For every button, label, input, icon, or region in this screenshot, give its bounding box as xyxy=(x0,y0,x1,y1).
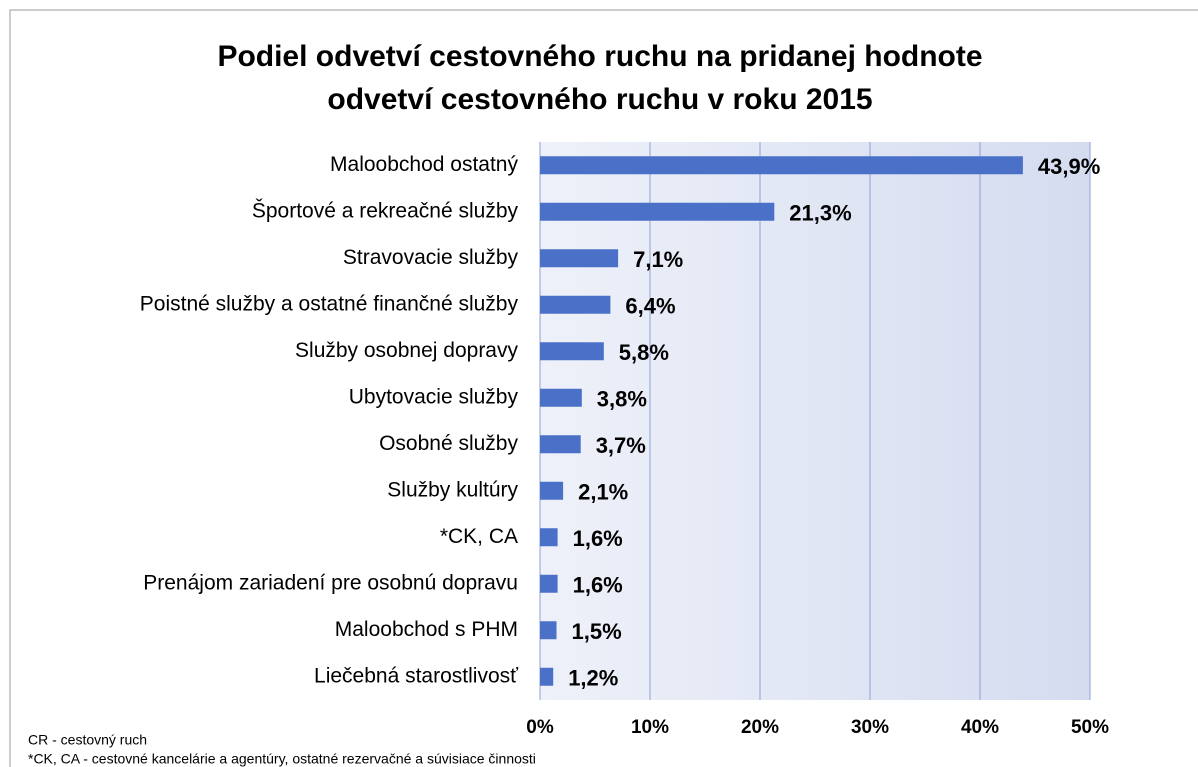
y-tick-label: Stravovacie služby xyxy=(343,246,519,269)
value-label: 21,3% xyxy=(789,201,851,226)
x-tick-label: 20% xyxy=(741,717,779,738)
value-label: 6,4% xyxy=(625,294,675,319)
frame xyxy=(9,9,1198,767)
value-label: 3,8% xyxy=(597,387,647,412)
x-tick-label: 40% xyxy=(961,717,999,738)
bar xyxy=(540,202,775,221)
bar xyxy=(540,574,558,593)
y-tick-label: Poistné služby a ostatné finančné služby xyxy=(140,292,519,315)
value-label: 43,9% xyxy=(1038,154,1100,179)
bar xyxy=(540,621,557,640)
value-label: 5,8% xyxy=(619,340,669,365)
y-tick-label: Služby osobnej dopravy xyxy=(295,339,518,362)
x-tick-label: 10% xyxy=(631,717,669,738)
x-tick-label: 0% xyxy=(526,717,554,738)
value-label: 1,6% xyxy=(573,526,623,551)
y-tick-label: Ubytovacie služby xyxy=(349,385,519,408)
bar xyxy=(540,481,564,500)
x-tick-label: 30% xyxy=(851,717,889,738)
bar xyxy=(540,388,582,407)
bar xyxy=(540,249,619,268)
footnote: *CK, CA - cestovné kancelárie a agentúry… xyxy=(28,751,536,767)
y-tick-label: Osobné služby xyxy=(379,432,518,455)
value-label: 1,2% xyxy=(568,666,618,691)
bar xyxy=(540,528,558,547)
y-tick-label: Maloobchod s PHM xyxy=(335,618,518,641)
x-tick-label: 50% xyxy=(1071,717,1109,738)
bar xyxy=(540,342,604,361)
value-label: 1,5% xyxy=(572,619,622,644)
bar xyxy=(540,667,554,686)
y-tick-label: *CK, CA xyxy=(440,525,518,548)
value-label: 2,1% xyxy=(578,480,628,505)
value-label: 3,7% xyxy=(596,433,646,458)
chart-title: Podiel odvetví cestovného ruchu na prida… xyxy=(217,40,982,73)
footnote: CR - cestovný ruch xyxy=(28,732,147,748)
bar xyxy=(540,435,581,454)
value-label: 1,6% xyxy=(573,573,623,598)
y-tick-label: Liečebná starostlivosť xyxy=(314,664,519,687)
bar xyxy=(540,295,611,314)
y-tick-label: Prenájom zariadení pre osobnú dopravu xyxy=(143,571,518,594)
bar xyxy=(540,156,1023,175)
y-tick-label: Služby kultúry xyxy=(387,478,518,501)
y-tick-label: Maloobchod ostatný xyxy=(330,153,518,176)
chart-title: odvetví cestovného ruchu v roku 2015 xyxy=(327,83,872,116)
y-tick-label: Športové a rekreačné služby xyxy=(252,199,519,222)
plot-area xyxy=(540,142,1090,700)
value-label: 7,1% xyxy=(633,247,683,272)
